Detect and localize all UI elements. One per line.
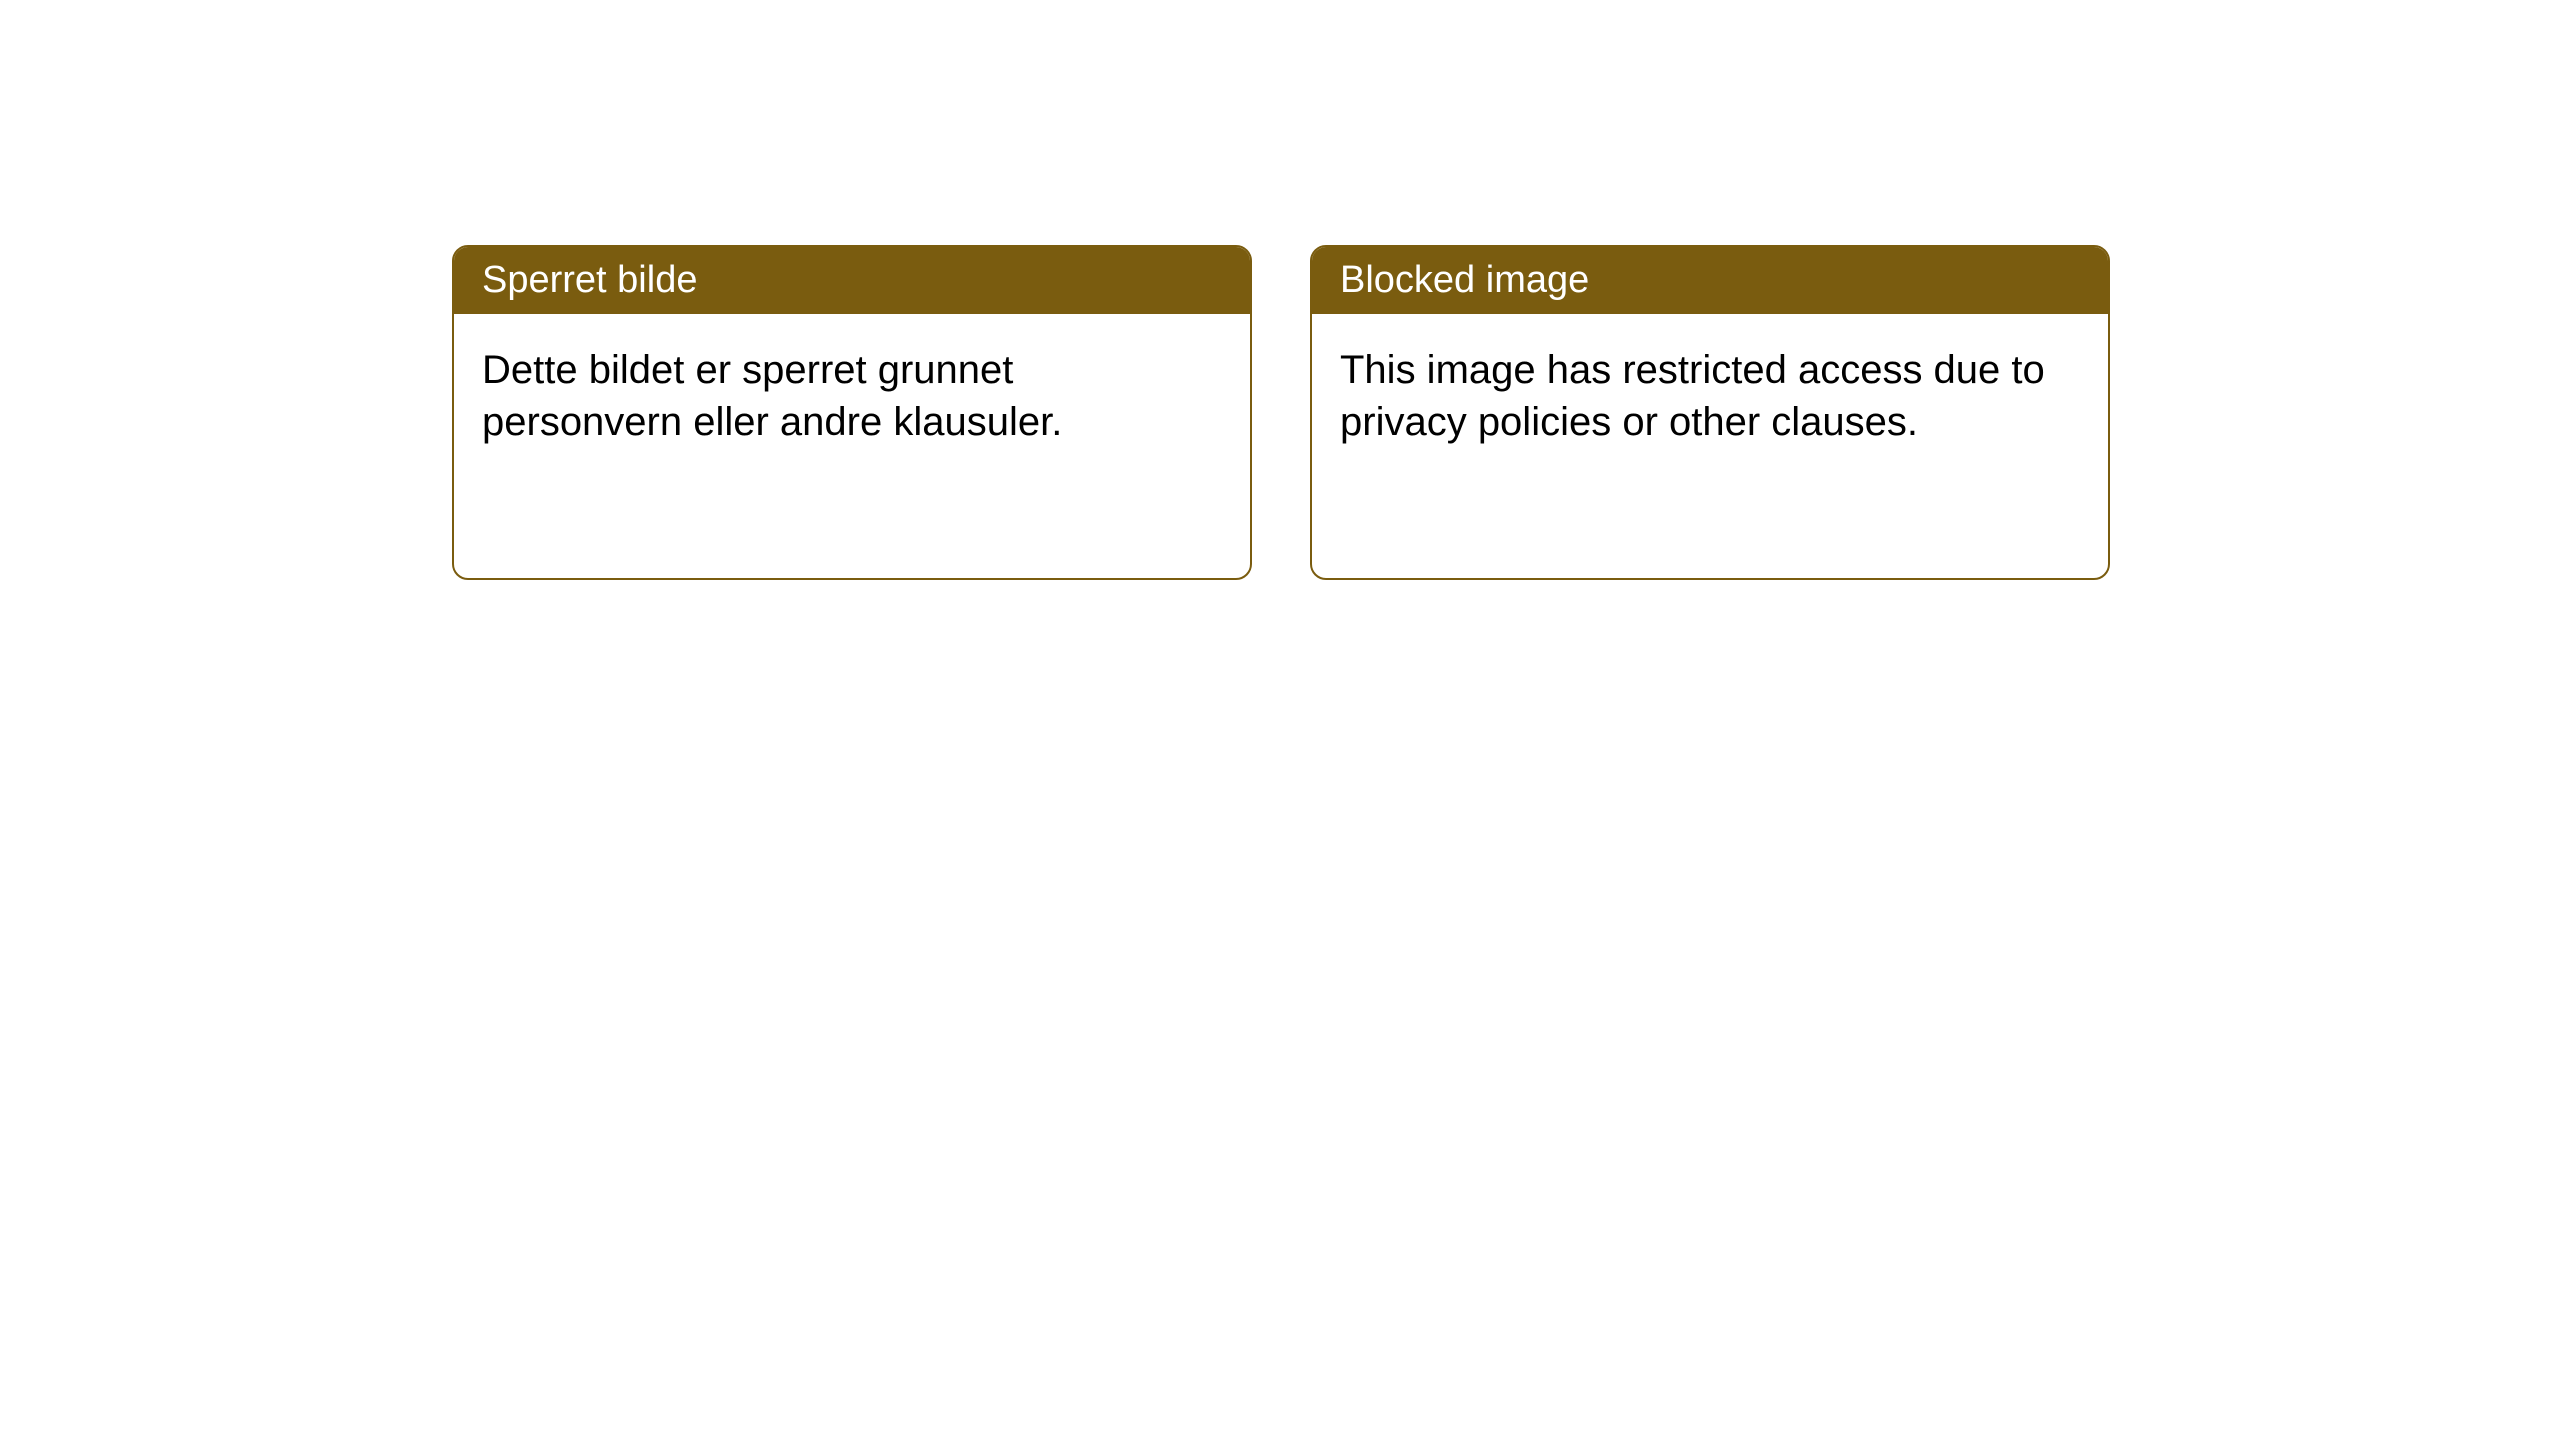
card-header: Sperret bilde xyxy=(454,247,1250,314)
card-body: Dette bildet er sperret grunnet personve… xyxy=(454,314,1250,478)
card-body-text: Dette bildet er sperret grunnet personve… xyxy=(482,348,1062,444)
card-body-text: This image has restricted access due to … xyxy=(1340,348,2045,444)
card-title: Sperret bilde xyxy=(482,259,697,301)
notice-cards-container: Sperret bilde Dette bildet er sperret gr… xyxy=(452,245,2110,580)
card-title: Blocked image xyxy=(1340,259,1589,301)
card-header: Blocked image xyxy=(1312,247,2108,314)
card-body: This image has restricted access due to … xyxy=(1312,314,2108,478)
blocked-image-card-no: Sperret bilde Dette bildet er sperret gr… xyxy=(452,245,1252,580)
blocked-image-card-en: Blocked image This image has restricted … xyxy=(1310,245,2110,580)
